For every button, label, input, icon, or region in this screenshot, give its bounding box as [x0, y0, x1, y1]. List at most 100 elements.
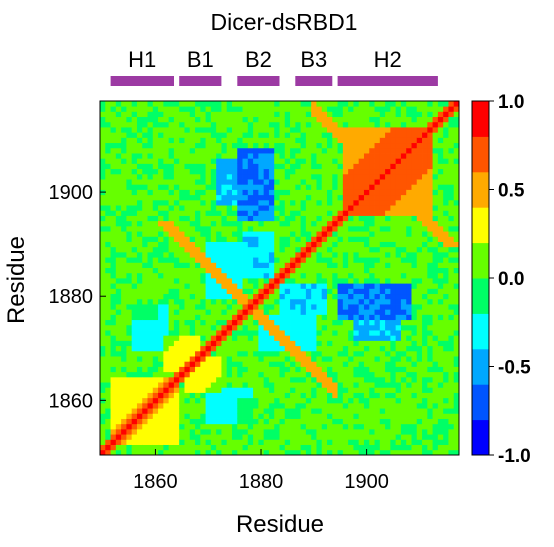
heatmap-cell: [385, 137, 391, 144]
heatmap-cell: [231, 382, 238, 388]
heatmap-cell: [221, 434, 228, 440]
heatmap-cell: [100, 444, 106, 451]
heatmap-cell: [147, 278, 154, 284]
heatmap-cell: [321, 397, 328, 404]
heatmap-cell: [284, 397, 291, 404]
heatmap-cell: [385, 408, 391, 414]
heatmap-cell: [242, 309, 249, 315]
heatmap-cell: [300, 439, 307, 445]
heatmap-cell: [179, 449, 185, 456]
heatmap-cell: [100, 163, 106, 170]
heatmap-cell: [342, 267, 349, 274]
heatmap-cell: [416, 101, 423, 107]
heatmap-cell: [337, 231, 344, 237]
heatmap-cell: [327, 361, 333, 367]
heatmap-cell: [237, 236, 243, 242]
heatmap-cell: [173, 366, 180, 373]
heatmap-cell: [422, 194, 428, 201]
heatmap-cell: [263, 199, 270, 206]
heatmap-cell: [337, 236, 344, 242]
heatmap-cell: [305, 449, 312, 456]
heatmap-cell: [221, 173, 228, 180]
heatmap-cell: [184, 376, 191, 383]
heatmap-cell: [400, 246, 407, 253]
heatmap-cell: [126, 444, 133, 451]
heatmap-cell: [416, 434, 423, 440]
heatmap-cell: [100, 199, 106, 206]
heatmap-cell: [258, 194, 265, 201]
heatmap-cell: [126, 392, 133, 399]
heatmap-cell: [279, 137, 286, 144]
heatmap-cell: [279, 142, 286, 149]
heatmap-cell: [142, 376, 148, 383]
heatmap-cell: [453, 288, 460, 295]
heatmap-cell: [305, 413, 312, 419]
heatmap-cell: [422, 449, 428, 456]
heatmap-cell: [100, 278, 106, 284]
heatmap-cell: [216, 293, 222, 300]
heatmap-cell: [448, 194, 455, 201]
heatmap-cell: [422, 199, 428, 206]
heatmap-cell: [226, 444, 233, 451]
heatmap-cell: [242, 283, 249, 289]
heatmap-cell: [290, 397, 296, 404]
heatmap-cell: [173, 210, 180, 216]
heatmap-cell: [205, 366, 212, 373]
heatmap-cell: [189, 111, 196, 118]
heatmap-cell: [115, 324, 122, 331]
heatmap-cell: [358, 205, 365, 211]
heatmap-cell: [284, 356, 291, 362]
heatmap-cell: [437, 366, 444, 373]
heatmap-cell: [226, 251, 233, 258]
heatmap-cell: [226, 158, 233, 164]
heatmap-cell: [427, 314, 433, 321]
heatmap-cell: [253, 246, 259, 253]
heatmap-cell: [237, 106, 243, 112]
heatmap-cell: [448, 387, 455, 393]
heatmap-cell: [168, 220, 175, 227]
heatmap-cell: [115, 121, 122, 128]
heatmap-cell: [258, 434, 265, 440]
heatmap-cell: [168, 236, 175, 242]
heatmap-cell: [179, 272, 185, 279]
heatmap-cell: [427, 283, 433, 289]
heatmap-cell: [216, 428, 222, 435]
heatmap-cell: [342, 324, 349, 331]
heatmap-cell: [237, 111, 243, 118]
heatmap-cell: [205, 382, 212, 388]
heatmap-cell: [406, 116, 412, 123]
heatmap-cell: [263, 210, 270, 216]
heatmap-cell: [279, 402, 286, 409]
heatmap-cell: [411, 418, 418, 425]
heatmap-cell: [210, 220, 217, 227]
heatmap-cell: [258, 397, 265, 404]
heatmap-cell: [242, 168, 249, 175]
heatmap-cell: [110, 298, 117, 305]
heatmap-cell: [311, 402, 317, 409]
heatmap-cell: [247, 189, 254, 196]
heatmap-cell: [195, 293, 201, 300]
heatmap-cell: [416, 371, 423, 378]
heatmap-cell: [110, 392, 117, 399]
heatmap-cell: [136, 215, 143, 222]
heatmap-cell: [110, 408, 117, 414]
heatmap-cell: [205, 444, 212, 451]
heatmap-cell: [369, 184, 375, 190]
heatmap-cell: [221, 168, 228, 175]
heatmap-cell: [173, 444, 180, 451]
heatmap-cell: [311, 215, 317, 222]
heatmap-cell: [300, 387, 307, 393]
heatmap-cell: [205, 199, 212, 206]
heatmap-cell: [369, 366, 375, 373]
heatmap-cell: [395, 402, 402, 409]
heatmap-cell: [337, 127, 344, 133]
heatmap-cell: [274, 366, 280, 373]
heatmap-cell: [427, 231, 433, 237]
heatmap-cell: [274, 413, 280, 419]
heatmap-cell: [126, 324, 133, 331]
heatmap-cell: [274, 402, 280, 409]
heatmap-cell: [390, 350, 397, 357]
heatmap-cell: [416, 220, 423, 227]
heatmap-cell: [443, 293, 449, 300]
heatmap-cell: [121, 236, 127, 242]
